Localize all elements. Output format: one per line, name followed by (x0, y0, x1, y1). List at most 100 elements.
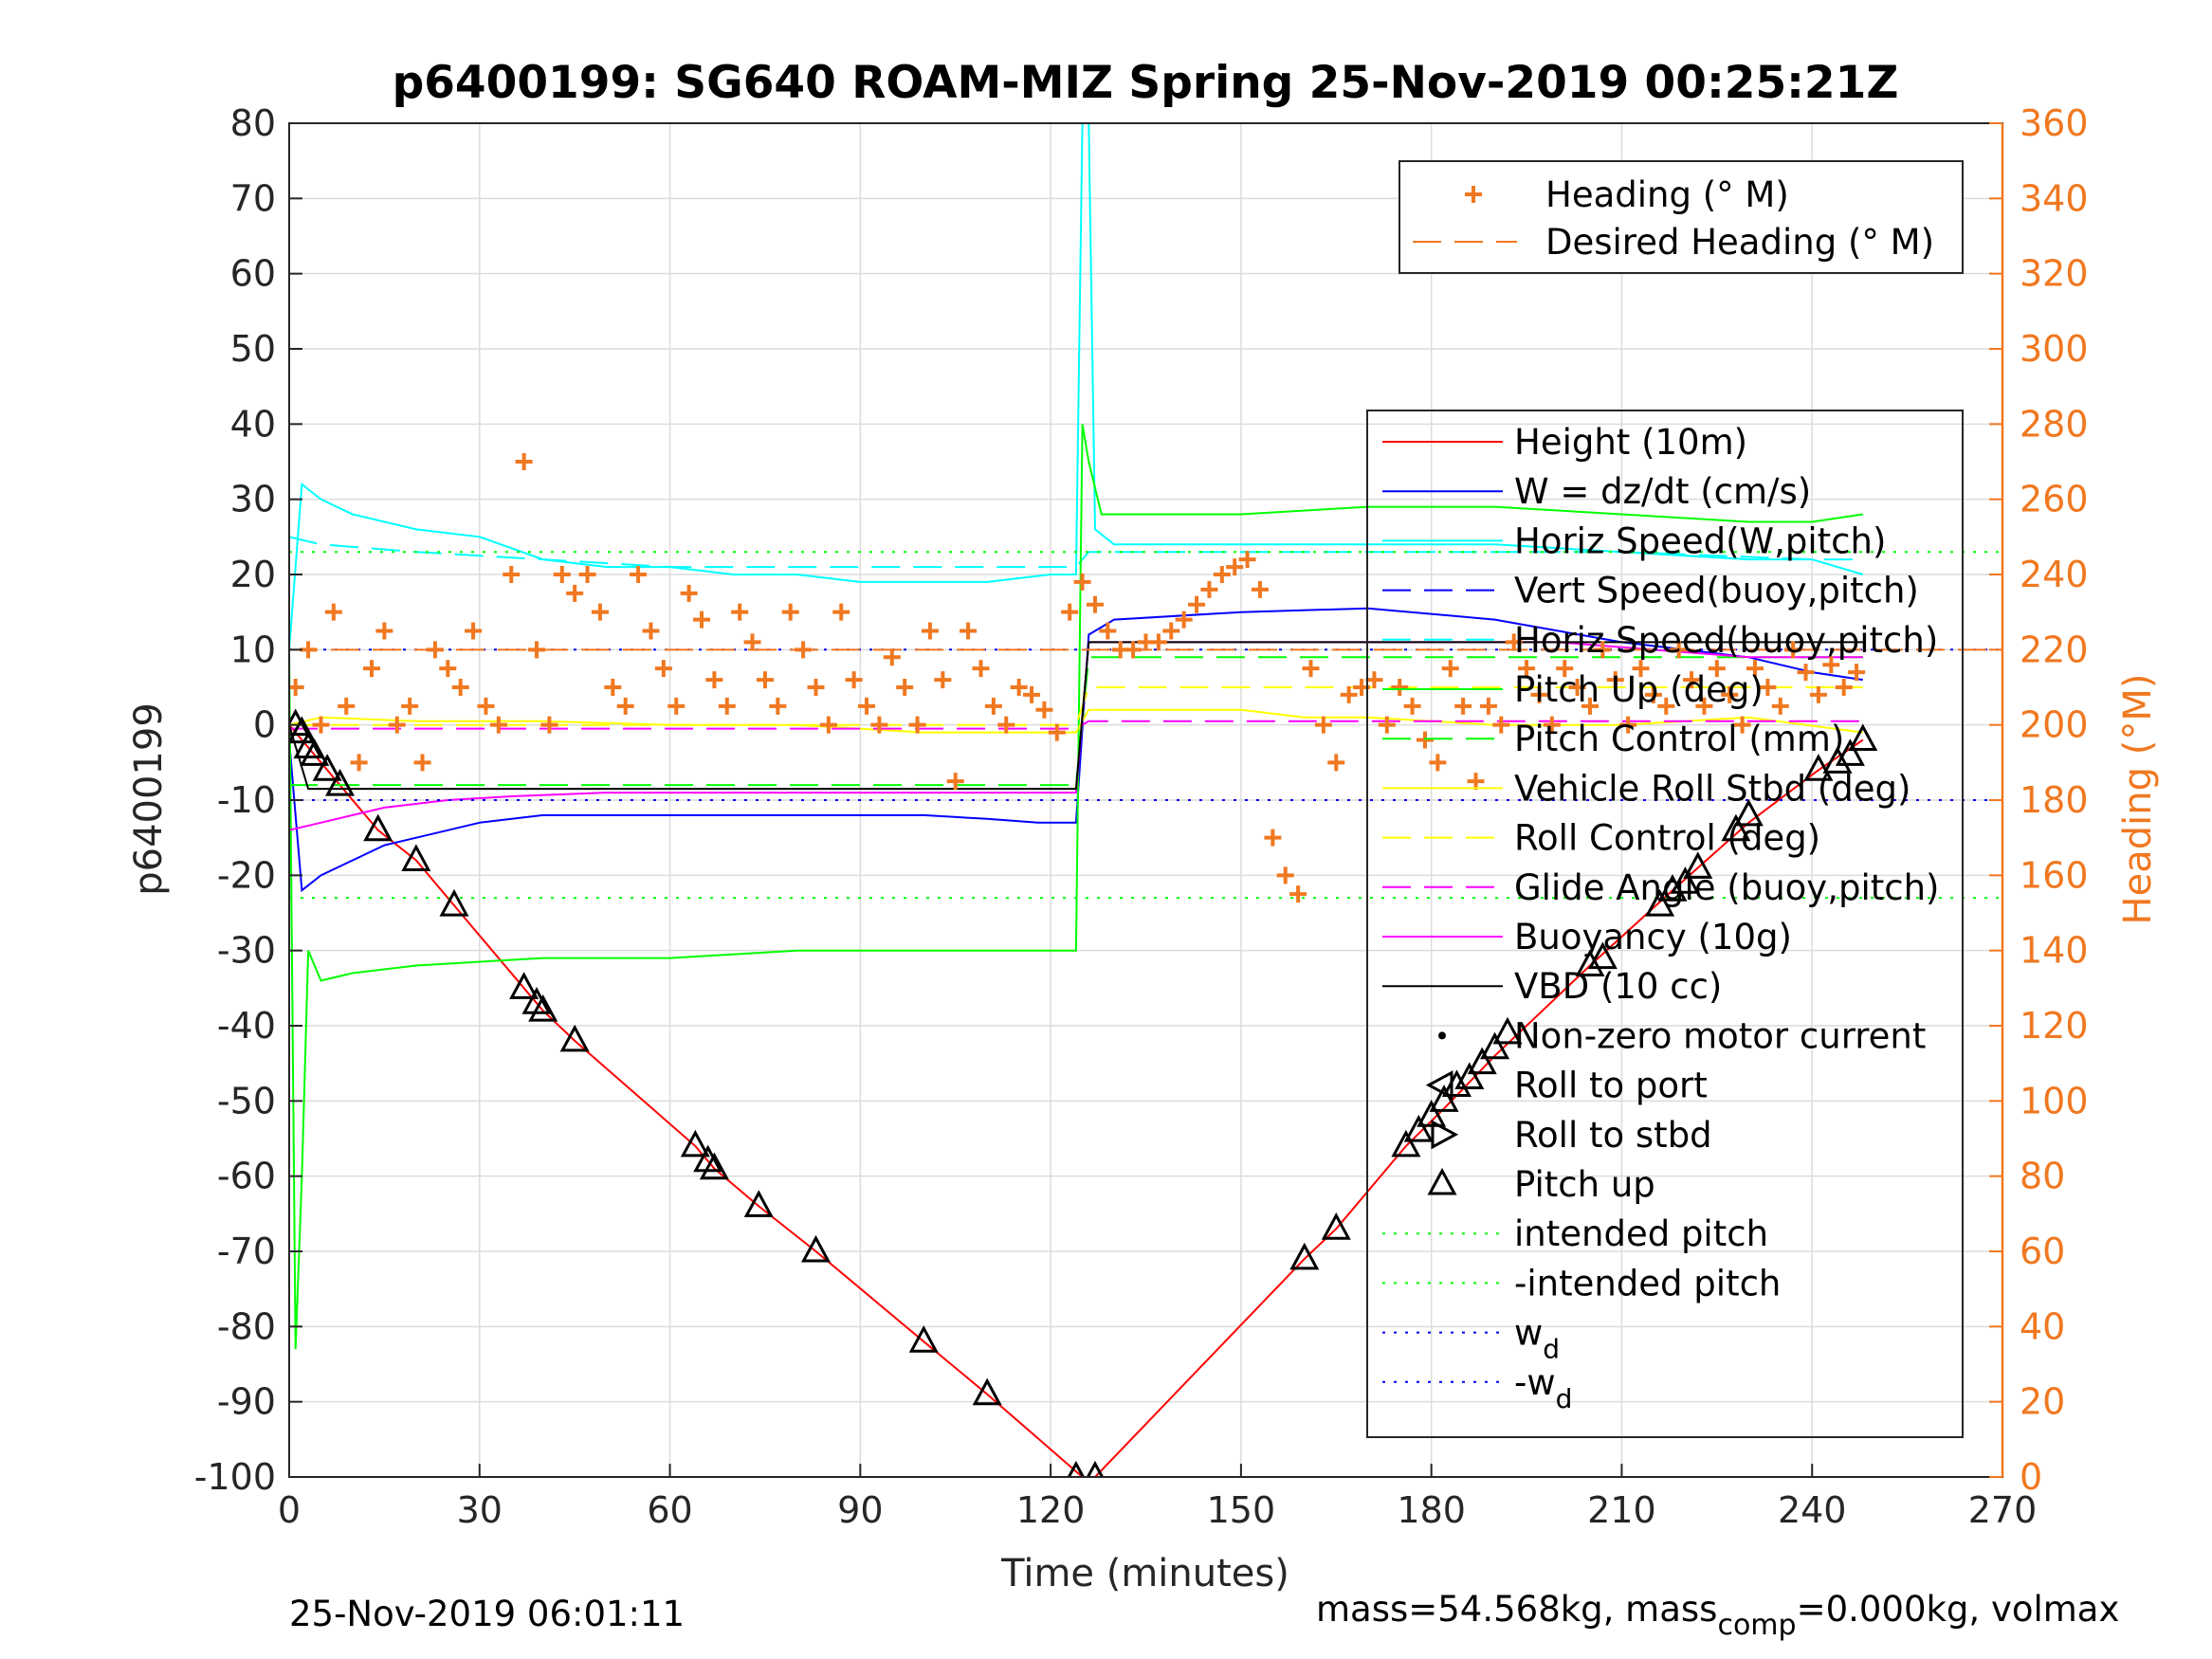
pitch-up-marker (1683, 851, 1713, 879)
pitch-up-marker (289, 716, 317, 744)
y-tick-label: 70 (230, 177, 276, 219)
heading-point (1403, 697, 1421, 715)
heading-point (946, 773, 964, 791)
y-right-tick-label: 300 (2020, 328, 2089, 370)
x-tick-label: 0 (278, 1489, 301, 1531)
x-axis-label: Time (minutes) (1000, 1552, 1289, 1595)
pitch-up-marker (439, 888, 469, 917)
heading-point (1441, 660, 1459, 678)
pitch-up-marker (1067, 1460, 1086, 1477)
pitch-up-marker (1587, 941, 1618, 970)
heading-point (489, 716, 507, 734)
legend-label: Desired Heading (° M) (1545, 222, 1934, 263)
y-right-tick-label: 260 (2020, 479, 2089, 520)
legend-label-text: Vert Speed(buoy,pitch) (1514, 571, 1919, 611)
heading-point (1162, 622, 1180, 640)
series-line (289, 607, 1863, 893)
y-tick-label: 40 (230, 403, 276, 445)
pitch-up-marker (699, 1152, 729, 1180)
legend-label: Horiz Speed(buoy,pitch) (1514, 620, 1938, 661)
y-tick-label: 80 (230, 102, 276, 144)
heading-point (1175, 611, 1193, 629)
pitch-up-marker (401, 844, 431, 871)
heading-point (1073, 573, 1091, 591)
heading-point (1530, 685, 1548, 703)
y-tick-label: -60 (217, 1156, 276, 1197)
pitch-up-marker (1086, 1460, 1105, 1477)
legend-label-text: Roll Control (deg) (1514, 818, 1820, 859)
pitch-up-marker (1289, 1242, 1320, 1270)
pitch-up-marker (1645, 888, 1675, 917)
y-right-tick-label: 240 (2020, 554, 2089, 595)
pitch-up-marker (325, 768, 356, 796)
y-tick-label: -30 (217, 930, 276, 972)
heading-point (997, 716, 1015, 734)
heading-point (413, 754, 431, 772)
legend-label: Buoyancy (10g) (1514, 917, 1792, 957)
y-right-axis-label: Heading (°M) (2116, 674, 2160, 925)
y-right-tick-label: 340 (2020, 177, 2089, 219)
y-right-tick-label: 360 (2020, 102, 2089, 144)
heading-point (883, 648, 901, 666)
x-tick-label: 270 (1968, 1489, 2038, 1531)
y-right-tick-label: 180 (2020, 779, 2089, 821)
legend-label: Height (10m) (1514, 422, 1747, 463)
y-tick-label: 50 (230, 328, 276, 370)
legend-swatch (1465, 186, 1482, 203)
footer-mass: mass=54.568kg, masscomp=0.000kg, volmax (1316, 1589, 2119, 1642)
heading-point (1378, 716, 1396, 734)
pitch-up-marker (1321, 1212, 1351, 1240)
pitch-up-marker (908, 1325, 939, 1353)
marker-layer (289, 708, 1878, 1477)
heading-point (375, 622, 393, 640)
pitch-up-marker (509, 972, 539, 999)
x-tick-label: 180 (1397, 1489, 1466, 1531)
heading-point (1226, 558, 1244, 576)
footer-mass-post: =0.000kg, volmax (1797, 1589, 2120, 1630)
heading-point (1543, 716, 1561, 734)
heading-point (312, 716, 330, 734)
pitch-up-marker (680, 1129, 710, 1158)
y-tick-label: 20 (230, 554, 276, 595)
heading-point (591, 603, 609, 621)
heading-point (1683, 671, 1701, 689)
x-tick-label: 90 (837, 1489, 883, 1531)
pitch-up-marker (559, 1024, 590, 1052)
heading-point (1429, 754, 1447, 772)
x-tick-label: 150 (1207, 1489, 1276, 1531)
heading-point (832, 603, 850, 621)
legend-label-text: w (1514, 1313, 1543, 1354)
legend-swatch (1438, 1031, 1446, 1040)
heading-point (870, 716, 888, 734)
heading-point (1454, 697, 1472, 715)
chart-title: p6400199: SG640 ROAM-MIZ Spring 25-Nov-2… (393, 57, 1899, 109)
heading-point (654, 660, 672, 678)
legend-label: Glide Angle (buoy,pitch) (1514, 867, 1939, 908)
heading-point (667, 697, 686, 715)
legend-label: Pitch Up (deg) (1514, 669, 1764, 710)
heading-point (503, 566, 521, 583)
pitch-up-marker (800, 1234, 832, 1263)
heading-point (807, 679, 825, 696)
heading-point (350, 754, 368, 772)
y-right-tick-label: 0 (2020, 1456, 2042, 1498)
heading-point (363, 660, 381, 678)
heading-point (845, 671, 863, 689)
legend-label-text: Pitch Control (mm) (1514, 719, 1844, 759)
legend-label-text: Horiz Speed(W,pitch) (1514, 520, 1886, 561)
pitch-up-marker (1733, 798, 1764, 827)
legend-label-text: intended pitch (1514, 1213, 1768, 1254)
pitch-up-marker (363, 813, 393, 842)
y-tick-label: 10 (230, 629, 276, 670)
pitch-up-marker (528, 994, 558, 1022)
heading-point (451, 679, 469, 696)
pitch-up-marker (743, 1190, 774, 1217)
pitch-up-marker (1391, 1129, 1421, 1158)
y-right-tick-label: 200 (2020, 704, 2089, 746)
legend-label-text: Pitch up (1514, 1164, 1655, 1205)
pitch-up-marker (972, 1377, 1002, 1406)
heading-point (1289, 885, 1307, 903)
x-tick-label: 120 (1016, 1489, 1086, 1531)
heading-point (1479, 697, 1497, 715)
